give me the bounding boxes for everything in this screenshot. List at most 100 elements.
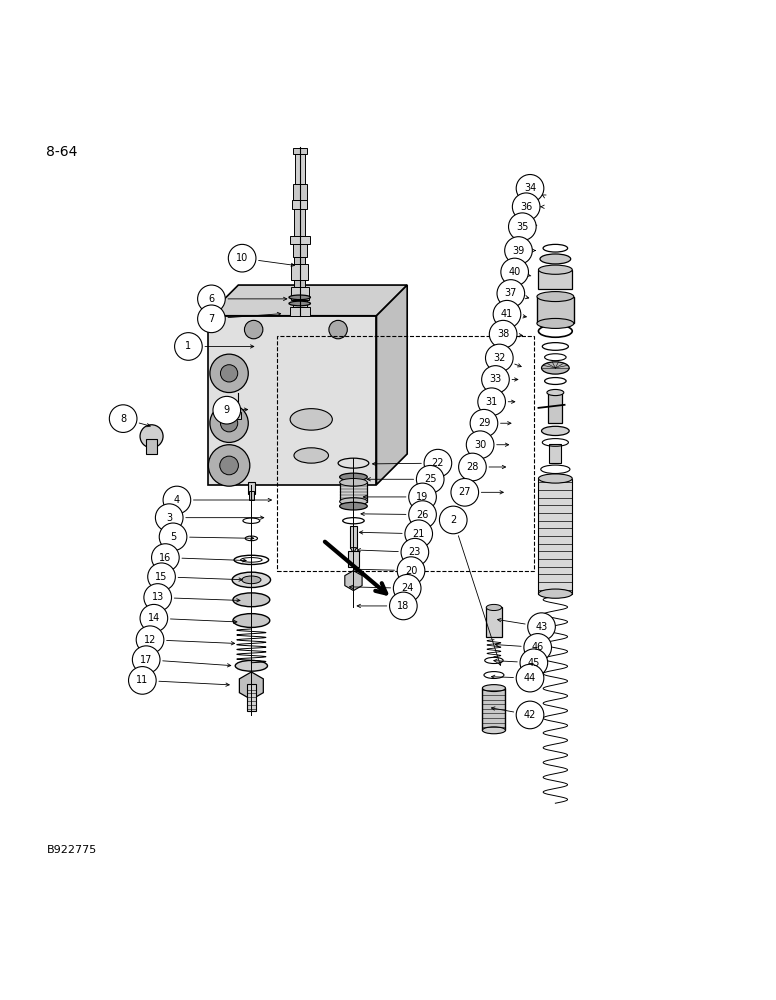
Text: 11: 11 (137, 675, 148, 685)
Text: 17: 17 (140, 655, 152, 665)
Bar (208, 316, 376, 485)
Text: B922775: B922775 (47, 845, 97, 855)
Ellipse shape (540, 254, 570, 264)
Bar (487, 607, 501, 637)
Ellipse shape (294, 448, 328, 463)
Bar (348, 551, 359, 567)
Bar (294, 280, 305, 287)
Ellipse shape (539, 589, 572, 598)
Circle shape (198, 305, 225, 333)
Ellipse shape (242, 576, 261, 584)
Circle shape (129, 667, 156, 694)
Bar (294, 257, 305, 264)
Circle shape (220, 415, 237, 432)
Ellipse shape (289, 301, 310, 306)
Circle shape (329, 320, 348, 339)
Text: 24: 24 (401, 583, 414, 593)
Ellipse shape (340, 498, 367, 505)
Ellipse shape (547, 389, 564, 396)
Bar (537, 297, 573, 323)
Text: 34: 34 (524, 183, 536, 193)
Bar (293, 148, 307, 154)
Ellipse shape (537, 292, 573, 302)
Circle shape (478, 388, 505, 416)
Circle shape (401, 538, 428, 566)
Text: 25: 25 (424, 474, 436, 484)
Circle shape (417, 465, 444, 493)
Text: 16: 16 (159, 553, 171, 563)
Circle shape (175, 333, 203, 360)
Text: 42: 42 (524, 710, 536, 720)
Bar (293, 300, 307, 307)
Circle shape (501, 258, 528, 286)
Circle shape (516, 175, 544, 202)
Ellipse shape (290, 409, 332, 430)
Circle shape (155, 504, 183, 531)
Circle shape (390, 592, 417, 620)
Ellipse shape (487, 604, 501, 611)
Circle shape (133, 646, 160, 673)
Text: 13: 13 (151, 592, 164, 602)
Circle shape (213, 396, 241, 424)
Text: 43: 43 (535, 622, 548, 632)
Polygon shape (545, 297, 566, 322)
Circle shape (424, 449, 452, 477)
Circle shape (163, 486, 191, 514)
Bar (289, 236, 310, 244)
Bar (294, 209, 305, 236)
Text: 15: 15 (155, 572, 168, 582)
Text: 10: 10 (236, 253, 248, 263)
Text: 46: 46 (532, 642, 544, 652)
Text: 33: 33 (490, 374, 501, 384)
Text: 21: 21 (413, 529, 425, 539)
Ellipse shape (542, 426, 569, 436)
Ellipse shape (340, 479, 367, 486)
Circle shape (466, 431, 494, 459)
Ellipse shape (340, 502, 367, 510)
Polygon shape (351, 548, 356, 554)
Bar (277, 336, 534, 571)
Bar (247, 684, 256, 711)
Text: 9: 9 (223, 405, 230, 415)
Polygon shape (345, 571, 362, 591)
Bar (292, 200, 307, 209)
Text: 44: 44 (524, 673, 536, 683)
Text: 35: 35 (516, 222, 528, 232)
Polygon shape (208, 285, 407, 316)
Bar (249, 491, 254, 500)
Circle shape (147, 563, 175, 591)
Text: 45: 45 (528, 658, 540, 668)
Text: 41: 41 (501, 309, 513, 319)
Text: 6: 6 (209, 294, 214, 304)
Text: 12: 12 (144, 635, 156, 645)
Text: 22: 22 (431, 458, 444, 468)
Text: 38: 38 (497, 329, 509, 339)
Circle shape (228, 244, 256, 272)
Circle shape (140, 604, 168, 632)
Bar (235, 412, 241, 419)
Circle shape (220, 365, 237, 382)
Text: 40: 40 (508, 267, 521, 277)
Bar (351, 526, 356, 548)
Ellipse shape (232, 572, 271, 588)
Circle shape (405, 520, 432, 548)
Circle shape (198, 285, 225, 313)
Text: 7: 7 (208, 314, 214, 324)
Text: 23: 23 (409, 547, 421, 557)
Bar (146, 439, 157, 454)
Text: 30: 30 (474, 440, 487, 450)
Circle shape (516, 664, 544, 692)
Circle shape (516, 701, 544, 729)
Polygon shape (376, 285, 407, 485)
Text: 28: 28 (466, 462, 479, 472)
Text: 8-64: 8-64 (47, 145, 78, 159)
Text: 8: 8 (120, 414, 126, 424)
Circle shape (508, 213, 536, 241)
Text: 26: 26 (417, 510, 428, 520)
Bar (290, 287, 309, 300)
Circle shape (109, 405, 137, 432)
Ellipse shape (340, 473, 367, 481)
Circle shape (140, 425, 163, 448)
Circle shape (497, 280, 525, 307)
Text: 27: 27 (459, 487, 471, 497)
